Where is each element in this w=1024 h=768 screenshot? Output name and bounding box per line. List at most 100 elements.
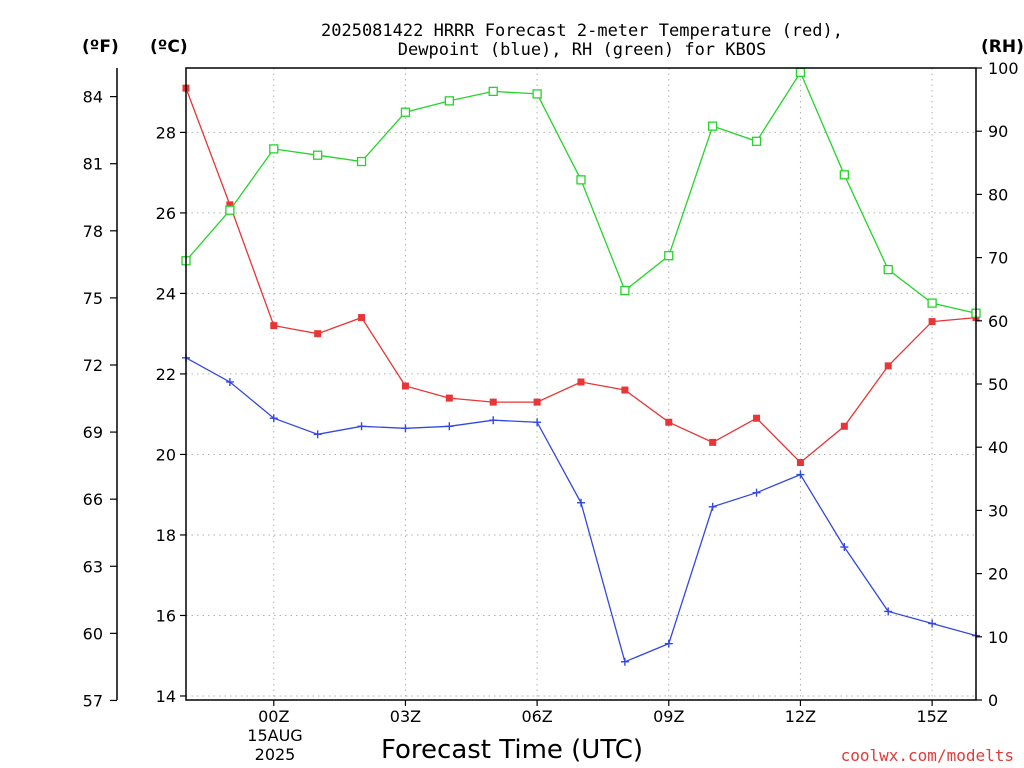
rh-tick-label: 10 (988, 628, 1008, 647)
rh-line (185, 71, 977, 314)
date-label-day: 15AUG (247, 726, 302, 745)
x-tick-label: 06Z (521, 707, 552, 726)
rh-point (532, 89, 542, 99)
temperature-point (753, 414, 761, 422)
fahrenheit-tick-label: 57 (83, 691, 103, 710)
temperature-point (884, 362, 892, 370)
rh-point (356, 156, 367, 167)
dewpoint-point (445, 422, 454, 431)
date-label-year: 2025 (255, 745, 296, 764)
series-layer (181, 67, 981, 666)
credit-text: coolwx.com/modelts (841, 746, 1014, 765)
temperature-point (840, 422, 848, 430)
dewpoint-point (928, 619, 937, 628)
temperature-markers (182, 84, 980, 466)
rh-tick-label: 70 (988, 249, 1008, 268)
dewpoint-point (884, 607, 893, 616)
dewpoint-point (796, 470, 805, 479)
celsius-tick-label: 28 (156, 123, 176, 142)
dewpoint-point (664, 639, 673, 648)
celsius-tick-label: 14 (156, 687, 176, 706)
fahrenheit-tick-label: 84 (83, 88, 103, 107)
x-axis-label: Forecast Time (UTC) (381, 735, 643, 765)
temperature-point (401, 382, 409, 390)
celsius-tick-label: 20 (156, 445, 176, 464)
temperature-point (796, 458, 804, 466)
rh-point (313, 150, 323, 160)
dewpoint-point (225, 377, 234, 386)
celsius-tick-label: 18 (156, 526, 176, 545)
grid (186, 68, 976, 700)
dewpoint-point (620, 657, 629, 666)
fahrenheit-tick-label: 72 (83, 356, 103, 375)
temperature-point (928, 318, 936, 326)
fahrenheit-tick-label: 63 (83, 557, 103, 576)
temperature-point (709, 438, 717, 446)
x-tick-label: 00Z (258, 707, 289, 726)
dewpoint-point (357, 422, 366, 431)
rh-point (927, 298, 937, 308)
rh-tick-label: 30 (988, 501, 1008, 520)
x-tick-label: 03Z (390, 707, 421, 726)
axes: 57 60 63 66 69 72 75 78 81 84 14 16 18 20 22 24 26 28 0 10 2… (83, 59, 1019, 726)
rh-point (400, 107, 411, 117)
rh-tick-label: 60 (988, 312, 1008, 331)
fahrenheit-unit-label: (ºF) (82, 37, 119, 57)
x-tick-label: 15Z (916, 707, 947, 726)
rh-point (839, 170, 849, 180)
celsius-tick-label: 24 (156, 284, 176, 303)
dewpoint-markers (182, 353, 980, 666)
temperature-point (226, 201, 234, 209)
temperature-point (577, 378, 585, 386)
fahrenheit-tick-label: 81 (83, 155, 103, 174)
temperature-point (489, 398, 497, 406)
dewpoint-point (313, 430, 322, 439)
celsius-tick-label: 22 (156, 365, 176, 384)
rh-point (269, 144, 279, 154)
rh-tick-label: 0 (988, 691, 998, 710)
fahrenheit-tick-label: 60 (83, 624, 103, 643)
rh-point (444, 96, 454, 106)
x-tick-label: 12Z (785, 707, 816, 726)
fahrenheit-tick-label: 78 (83, 222, 103, 241)
rh-point (488, 86, 498, 97)
dewpoint-point (489, 416, 498, 425)
fahrenheit-tick-label: 75 (83, 289, 103, 308)
rh-point (708, 121, 718, 131)
dewpoint-point (840, 543, 849, 552)
celsius-unit-label: (ºC) (150, 37, 188, 57)
fahrenheit-tick-label: 69 (83, 423, 103, 442)
temperature-point (533, 398, 541, 406)
rh-tick-label: 90 (988, 122, 1008, 141)
chart-title-line2: Dewpoint (blue), RH (green) for KBOS (398, 40, 766, 60)
rh-tick-label: 40 (988, 438, 1008, 457)
rh-unit-label: (RH) (981, 37, 1024, 57)
dewpoint-point (401, 424, 410, 433)
fahrenheit-tick-label: 66 (83, 490, 103, 509)
temperature-point (621, 386, 629, 394)
rh-tick-label: 20 (988, 565, 1008, 584)
chart-title-line1: 2025081422 HRRR Forecast 2-meter Tempera… (321, 21, 843, 41)
temperature-point (445, 394, 453, 402)
dewpoint-point (752, 488, 761, 497)
rh-point (620, 285, 630, 296)
temperature-point (665, 418, 673, 426)
rh-point (225, 205, 235, 215)
rh-tick-label: 50 (988, 375, 1008, 394)
dewpoint-point (533, 418, 542, 427)
rh-tick-label: 80 (988, 185, 1008, 204)
celsius-tick-label: 16 (156, 606, 176, 625)
rh-point (576, 175, 586, 185)
dewpoint-point (269, 414, 278, 423)
temperature-point (314, 330, 322, 338)
rh-point (751, 136, 762, 146)
rh-point (664, 251, 674, 261)
temperature-line (185, 87, 977, 464)
rh-markers (181, 67, 981, 318)
x-tick-label: 09Z (653, 707, 684, 726)
rh-tick-label: 100 (988, 59, 1019, 78)
dewpoint-point (708, 502, 717, 511)
dewpoint-line (185, 357, 977, 663)
temperature-point (270, 322, 278, 330)
